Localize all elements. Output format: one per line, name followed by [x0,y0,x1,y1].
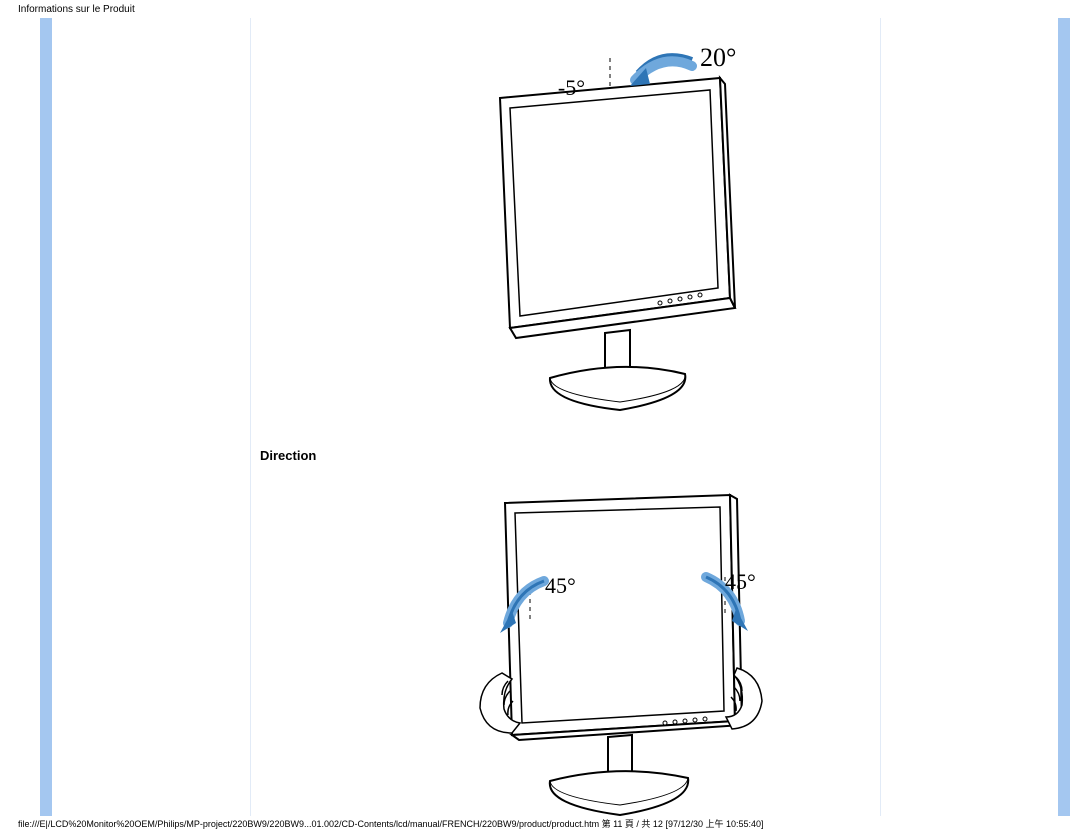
left-stripe [40,18,52,816]
direction-label: Direction [260,448,880,463]
tilt-figure: -5° 20° [260,18,880,438]
inner-border-right [880,18,881,816]
swivel-label-left: 45° [545,573,576,598]
swivel-figure: 45° 45° [260,473,880,833]
footer-path: file:///E|/LCD%20Monitor%20OEM/Philips/M… [18,817,764,830]
inner-border-left [250,18,251,816]
swivel-diagram-svg: 45° 45° [330,473,810,833]
content-area: -5° 20° Direction [260,18,880,833]
header-title: Informations sur le Produit [18,4,135,15]
right-stripe [1058,18,1070,816]
tilt-label-back: -5° [558,75,585,100]
swivel-label-right: 45° [725,569,756,594]
tilt-label-fwd: 20° [700,43,736,72]
tilt-diagram-svg: -5° 20° [330,18,810,438]
